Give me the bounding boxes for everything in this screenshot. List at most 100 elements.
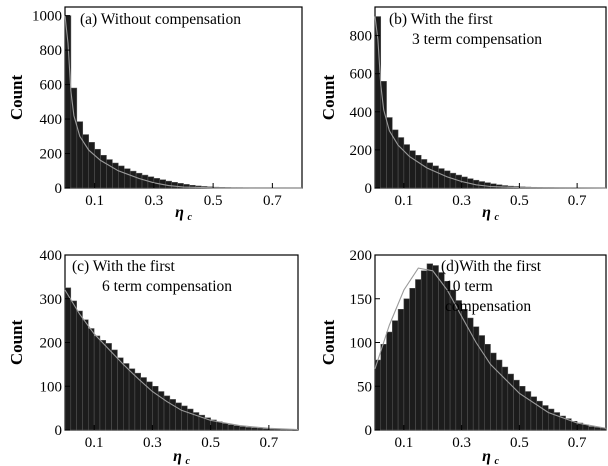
histogram-bar — [415, 154, 422, 189]
histogram-bar — [233, 425, 241, 431]
y-tick-label: 150 — [350, 292, 373, 308]
y-tick-label: 0 — [365, 181, 373, 197]
panel-annotation: (c) With the first — [72, 258, 176, 275]
histogram-bar — [420, 270, 428, 431]
y-tick-label: 200 — [350, 143, 373, 159]
y-tick-label: 600 — [350, 67, 373, 83]
fit-curve — [64, 289, 299, 431]
x-tick-label: 0.3 — [452, 193, 471, 209]
panel-annotation: 3 term compensation — [412, 31, 542, 48]
histogram-bar — [135, 172, 143, 189]
histogram-bar — [76, 121, 84, 189]
histogram-bar — [444, 170, 451, 189]
histogram-bar — [438, 272, 445, 431]
histogram-bar — [118, 165, 125, 189]
histogram-bar — [112, 162, 119, 189]
histogram-bar — [93, 335, 101, 431]
histogram-bar — [88, 328, 95, 431]
x-axis-label-subscript: c — [186, 456, 191, 466]
histogram-bar — [262, 428, 270, 431]
panel-annotation: compensation — [445, 298, 531, 315]
histogram-bar — [392, 129, 399, 189]
histogram-bar — [519, 386, 526, 431]
y-tick-label: 0 — [55, 181, 63, 197]
histogram-bar — [490, 183, 497, 189]
y-tick-label: 0 — [365, 423, 373, 439]
histogram-bar — [216, 421, 223, 431]
histogram-bar — [152, 386, 159, 431]
panel-annotation: (a) Without compensation — [80, 11, 241, 28]
panel-d: 0 50 100 150 200 0.1 0.3 0.5 0.7 (d)With the firs… — [319, 248, 607, 466]
histogram-bar — [134, 372, 141, 431]
x-axis-label: η — [175, 204, 184, 221]
histogram-bar — [409, 150, 416, 189]
histogram-bar — [380, 344, 387, 431]
y-tick-label: 0 — [55, 423, 63, 439]
histogram-bar — [588, 426, 595, 431]
histogram-bar — [420, 159, 428, 189]
x-axis-label-subscript: c — [188, 212, 193, 223]
histogram-bar — [251, 427, 258, 431]
histogram-bar — [478, 335, 485, 431]
panel-b: 0 200 400 600 800 0.1 0.3 0.5 0.7 (b) With the fi… — [319, 6, 607, 223]
histogram-bar — [374, 359, 382, 431]
x-tick-label: 0.7 — [568, 193, 587, 209]
histogram-bar — [94, 148, 101, 189]
x-tick-label: 0.1 — [395, 193, 414, 209]
histogram-bar — [386, 331, 393, 431]
x-tick-label: 0.1 — [85, 435, 104, 451]
y-tick-label: 300 — [40, 292, 63, 308]
fit-curve — [374, 267, 607, 429]
histogram-bar — [227, 424, 235, 431]
y-tick-label: 400 — [40, 248, 63, 264]
panel-annotation: 10 term — [445, 278, 493, 295]
histogram-bar — [239, 426, 246, 431]
histogram-bar — [380, 81, 387, 189]
x-axis-label: η — [173, 448, 182, 465]
histogram-bar — [438, 168, 445, 189]
histogram-bar — [268, 428, 275, 431]
x-tick-label: 0.5 — [201, 435, 220, 451]
histogram-bar — [455, 300, 462, 431]
histogram-bar — [582, 424, 589, 431]
histogram-bar — [386, 117, 393, 189]
y-tick-label: 50 — [357, 379, 372, 395]
x-axis-label: η — [482, 448, 491, 465]
x-axis-label: η — [482, 204, 491, 221]
histogram-bar — [415, 279, 422, 431]
x-tick-label: 0.7 — [263, 193, 282, 209]
y-tick-label: 1000 — [32, 9, 62, 25]
x-tick-label: 0.7 — [568, 435, 587, 451]
histogram-bar — [392, 320, 399, 431]
x-tick-label: 0.3 — [452, 435, 471, 451]
panel-c: 0 100 200 300 400 0.1 0.3 0.5 0.7 (c) With the fi… — [7, 248, 299, 466]
y-tick-label: 200 — [350, 248, 373, 264]
y-axis-label: Count — [319, 74, 338, 120]
panel-annotation: (d)With the first — [441, 258, 542, 275]
x-tick-label: 0.7 — [260, 435, 279, 451]
histogram-bar — [548, 408, 555, 431]
histogram-bar — [449, 172, 457, 189]
histogram-bar — [181, 405, 188, 431]
x-axis-label-subscript: c — [495, 212, 500, 223]
y-tick-label: 800 — [350, 29, 373, 45]
y-tick-label: 100 — [40, 379, 63, 395]
x-axis-label-subscript: c — [495, 456, 500, 466]
histogram-bar — [128, 368, 136, 431]
histogram-bar — [256, 428, 264, 431]
histogram-bar — [426, 162, 434, 189]
x-tick-label: 0.3 — [145, 193, 164, 209]
histogram-bar — [171, 182, 178, 189]
x-tick-label: 0.1 — [395, 435, 414, 451]
histogram-bar — [165, 180, 172, 189]
y-axis-label: Count — [7, 319, 26, 365]
x-tick-label: 0.3 — [143, 435, 162, 451]
x-tick-label: 0.5 — [510, 435, 529, 451]
histogram-bar — [426, 263, 434, 431]
y-axis-label: Count — [319, 319, 338, 365]
y-tick-label: 600 — [40, 78, 63, 94]
histogram-bar — [76, 310, 83, 431]
fit-curve — [64, 15, 303, 189]
histogram-bar — [105, 343, 112, 431]
histogram-bar — [123, 363, 130, 431]
